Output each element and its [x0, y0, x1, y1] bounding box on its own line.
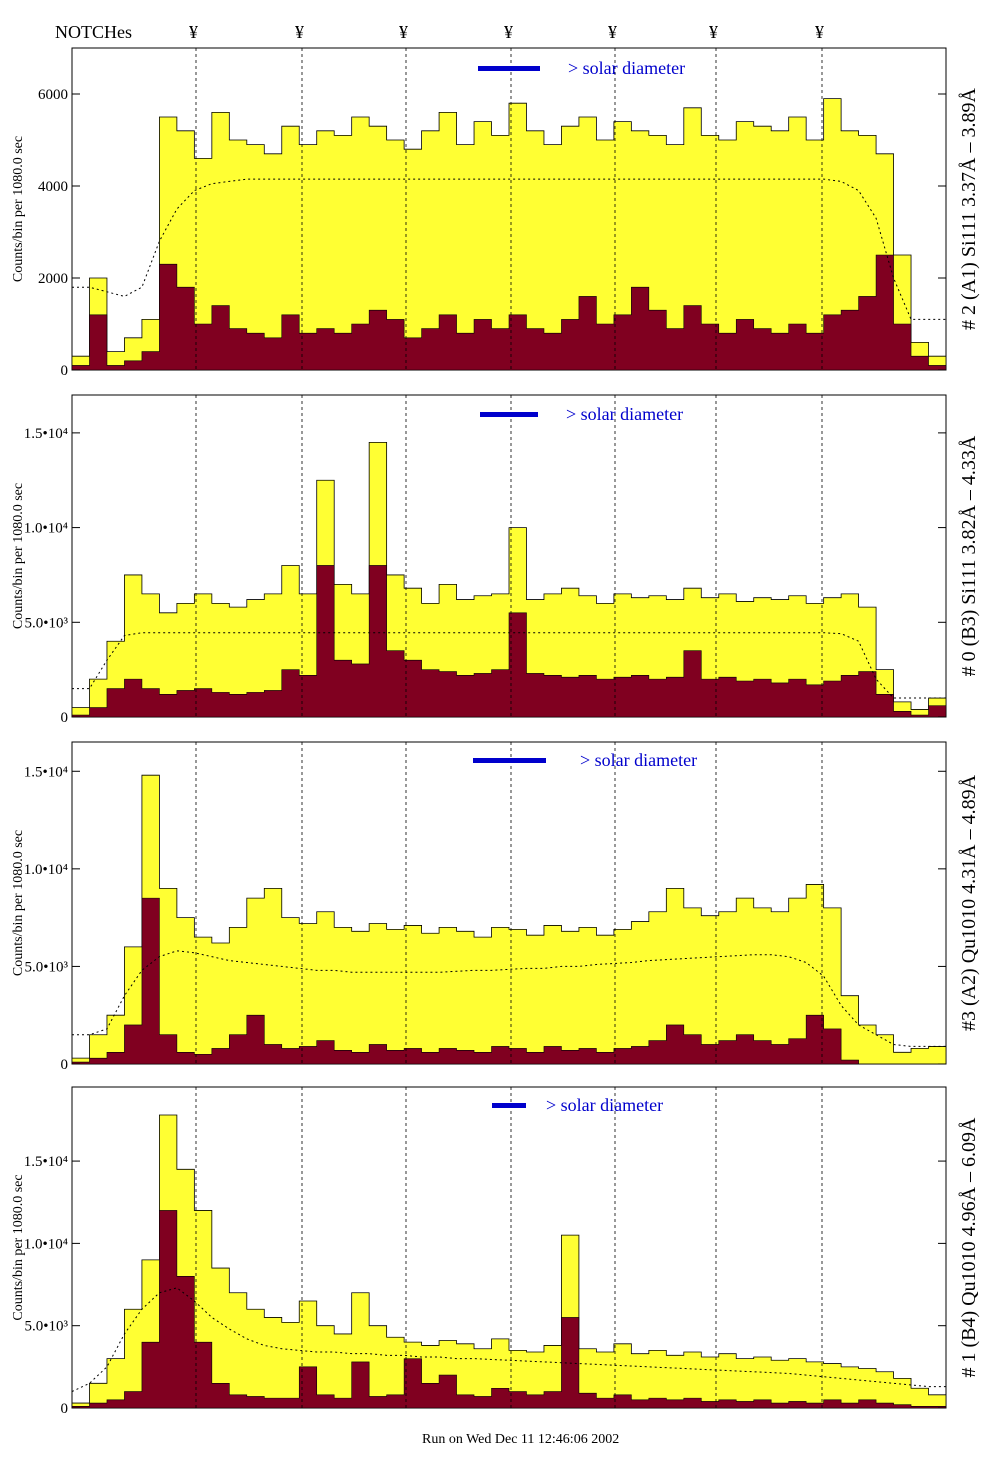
notch-marker-4: ¥	[504, 22, 513, 42]
panel-4: 0 5.0•10³ 1.0•10⁴ 1.5•10⁴ Counts/bin per 108…	[11, 1086, 980, 1417]
y-tick-label: 1.5•10⁴	[24, 1154, 68, 1170]
y-tick-label: 5.0•10³	[25, 615, 69, 631]
panel-title: # 1 (B4) Qu1010 4.96Å – 6.09Å	[958, 1117, 980, 1378]
y-axis-label: Counts/bin per 1080.0 sec	[11, 830, 26, 976]
series-total-area	[71, 1114, 947, 1409]
series-total-area	[71, 441, 947, 718]
notch-marker-2: ¥	[295, 22, 304, 42]
y-tick-label: 0	[61, 1057, 69, 1073]
series-model-line	[71, 1287, 946, 1392]
series-sub-area	[71, 1210, 947, 1409]
series-model-line	[72, 950, 946, 1047]
chart-panels: 0 2000 4000 6000 Counts/bin per 1080.0 sec # …	[11, 47, 980, 1417]
y-tick-label: 4000	[38, 179, 68, 195]
solar-diameter-label: > solar diameter	[580, 750, 697, 770]
y-tick-label: 0	[61, 710, 69, 726]
solar-diameter-bar	[478, 66, 540, 71]
y-tick-label: 1.5•10⁴	[24, 764, 68, 780]
y-tick-label: 1.0•10⁴	[24, 521, 68, 537]
series-sub-area	[71, 897, 946, 1065]
y-tick-label: 5.0•10³	[25, 1319, 69, 1335]
panel-3: 0 5.0•10³ 1.0•10⁴ 1.5•10⁴ Counts/bin per 108…	[11, 741, 980, 1073]
series-sub-area	[71, 254, 947, 371]
notch-markers: ¥ ¥ ¥ ¥ ¥ ¥ ¥	[189, 22, 824, 42]
series-model-line	[72, 632, 946, 699]
panel-2: 0 5.0•10³ 1.0•10⁴ 1.5•10⁴ Counts/bin per 108…	[11, 394, 980, 726]
solar-diameter-label: > solar diameter	[546, 1095, 663, 1115]
solar-diameter-label: > solar diameter	[568, 58, 685, 78]
y-axis-label: Counts/bin per 1080.0 sec	[11, 1174, 26, 1320]
solar-diameter-bar	[492, 1103, 526, 1108]
panel-title: #3 (A2) Qu1010 4.31Å – 4.89Å	[958, 774, 980, 1031]
panel-title: # 2 (A1) Si111 3.37Å – 3.89Å	[958, 88, 980, 330]
run-timestamp: Run on Wed Dec 11 12:46:06 2002	[422, 1432, 619, 1447]
y-tick-label: 1.5•10⁴	[24, 426, 68, 442]
series-total-area	[71, 774, 947, 1065]
notch-marker-3: ¥	[399, 22, 408, 42]
notches-label: NOTCHes	[55, 22, 132, 42]
y-tick-label: 1.0•10⁴	[24, 1236, 68, 1252]
notch-marker-6: ¥	[709, 22, 718, 42]
panel-title: # 0 (B3) Si111 3.82Å – 4.33Å	[958, 435, 980, 676]
y-tick-label: 0	[61, 1401, 69, 1417]
series-total-area	[71, 98, 947, 371]
solar-diameter-bar	[480, 412, 538, 417]
y-tick-label: 6000	[38, 87, 68, 103]
solar-diameter-label: > solar diameter	[566, 404, 683, 424]
y-tick-label: 1.0•10⁴	[24, 862, 68, 878]
y-tick-label: 0	[61, 363, 69, 379]
panel-1: 0 2000 4000 6000 Counts/bin per 1080.0 sec # …	[11, 47, 980, 379]
solar-diameter-bar	[473, 758, 546, 763]
y-tick-label: 5.0•10³	[25, 959, 69, 975]
y-tick-label: 2000	[38, 271, 68, 287]
series-sub-area	[71, 565, 947, 718]
notch-marker-1: ¥	[189, 22, 198, 42]
notch-marker-5: ¥	[608, 22, 617, 42]
y-axis-label: Counts/bin per 1080.0 sec	[11, 483, 26, 629]
y-axis-label: Counts/bin per 1080.0 sec	[11, 136, 26, 282]
notch-marker-7: ¥	[815, 22, 824, 42]
series-model-line	[72, 178, 946, 320]
